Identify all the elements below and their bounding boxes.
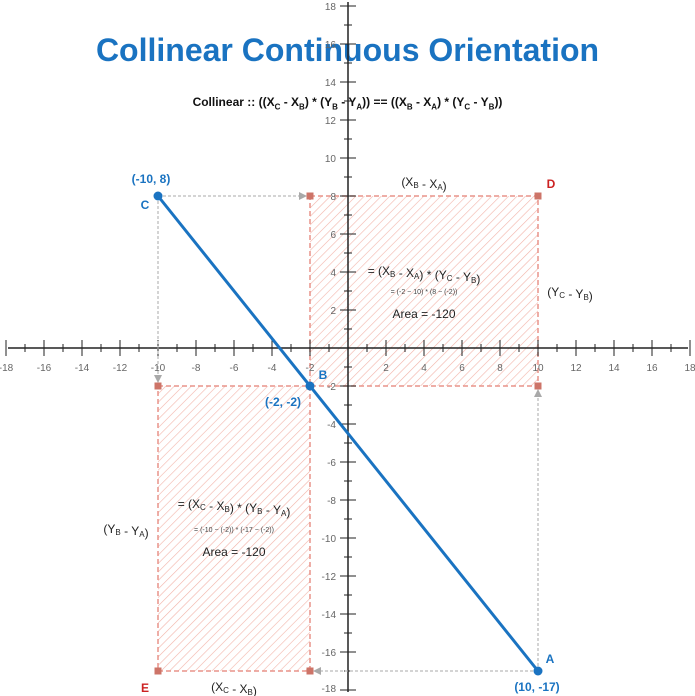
y-tick-label: -16 [322,648,337,659]
corner-d-label: D [547,177,556,191]
diagram-labels: (-10, 8) C B (-2, -2) A (10, -17) D E (XB - XA) (… [103,172,592,696]
corner-marker [306,192,314,200]
rect-top-formula: = (XB - XA) * (YC - YB) [368,264,481,286]
y-tick-label: -8 [327,496,336,507]
rect-bottom-detail: = (-10 − (-2)) * (-17 − (-2)) [194,527,274,534]
point-c [153,191,163,201]
y-tick-label: -14 [322,610,337,621]
corner-marker [154,382,162,390]
rect-bottom-formula: = (XC - XB) * (YB - YA) [178,497,291,519]
guide-arrows [154,192,542,675]
corner-marker [154,667,162,675]
point-c-label: C [141,198,150,212]
x-tick-label: 12 [570,363,582,374]
x-tick-label: 14 [608,363,620,374]
collinear-line [153,191,543,676]
x-tick-label: 4 [421,363,427,374]
y-tick-label: -18 [322,684,337,695]
rect-top-height-label: (YC - YB) [547,285,593,303]
x-tick-label: -16 [37,363,52,374]
rect-top-width-label: (XB - XA) [401,175,446,193]
x-tick-label: 6 [459,363,465,374]
corner-marker [534,192,542,200]
y-tick-label: -2 [327,382,336,393]
x-tick-label: 18 [684,363,695,374]
x-tick-label: 8 [497,363,503,374]
y-tick-label: 2 [330,306,336,317]
y-tick-label: -6 [327,458,336,469]
y-tick-label: 8 [330,192,336,203]
x-tick-label: -12 [113,363,128,374]
x-tick-label: -4 [268,363,277,374]
y-tick-label: 12 [325,116,337,127]
corner-marker [306,667,314,675]
collinear-formula: Collinear :: ((XC - XB) * (YB - YA)) == … [192,95,503,112]
formula-prefix: Collinear :: [192,95,259,109]
x-tick-label: -8 [192,363,201,374]
point-a-coords: (10, -17) [514,680,559,694]
y-tick-label: 4 [330,268,336,279]
x-tick-label: 2 [383,363,389,374]
y-tick-label: -12 [322,572,337,583]
y-tick-label: 10 [325,154,337,165]
y-tick-label: 16 [325,40,337,51]
y-tick-label: 14 [325,78,337,89]
y-tick-label: -10 [322,534,337,545]
point-a-label: A [546,652,555,666]
x-tick-label: -18 [0,363,14,374]
rect-top-area: Area = -120 [392,307,455,321]
point-a [533,666,543,676]
rect-bottom-area: Area = -120 [202,545,265,559]
point-b-label: B [319,368,328,382]
area-rect-bottom [157,385,311,672]
rect-bottom-width-label: (XC - XB) [211,680,257,696]
corner-e-label: E [141,681,149,695]
line-segment [156,195,540,672]
point-b-coords: (-2, -2) [265,395,301,409]
x-tick-label: -2 [306,363,315,374]
corner-marker [534,382,542,390]
y-tick-label: 18 [325,2,337,13]
x-tick-label: -6 [230,363,239,374]
x-tick-label: 10 [532,363,544,374]
y-tick-label: 6 [330,230,336,241]
x-tick-label: -14 [75,363,90,374]
y-tick-label: -4 [327,420,336,431]
point-b [305,381,315,391]
rect-bottom-height-label: (YB - YA) [103,522,148,540]
rect-top-detail: = (-2 − 10) * (8 − (-2)) [391,289,458,296]
point-c-coords: (-10, 8) [132,172,171,186]
x-tick-label: 16 [646,363,658,374]
